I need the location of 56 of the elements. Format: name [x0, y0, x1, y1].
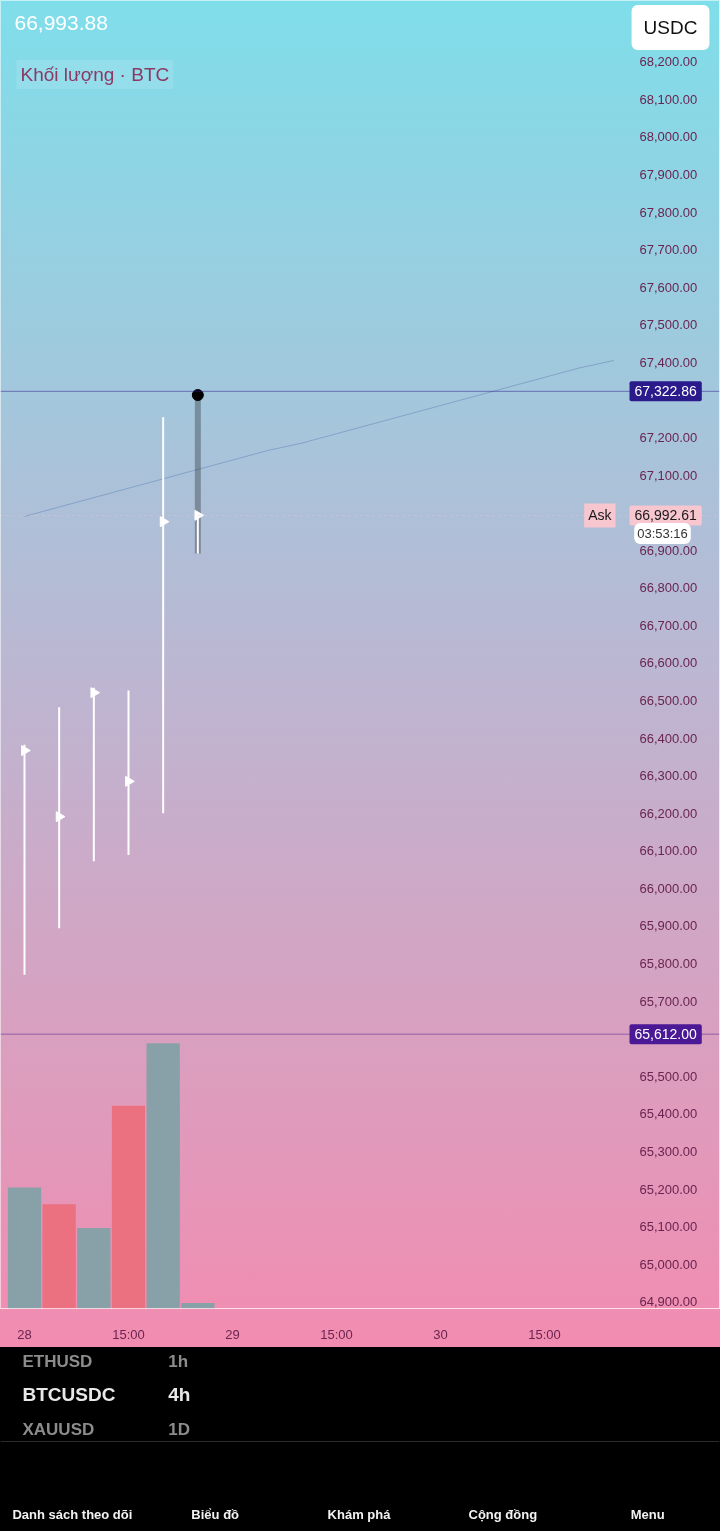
text: 4h	[168, 1384, 191, 1405]
y-tick-label: 65,700.00	[639, 993, 698, 1009]
ref-line-label: 65,612.00	[634, 1026, 697, 1043]
y-tick-label: 65,800.00	[639, 956, 698, 972]
x-tick-label: 15:00	[528, 1326, 561, 1342]
y-tick-label: 65,900.00	[639, 918, 698, 934]
text: Biểu đồ	[191, 1507, 240, 1522]
y-tick-label: 65,100.00	[639, 1219, 698, 1235]
text: Menu	[630, 1507, 665, 1522]
x-tick-label: 30	[433, 1326, 448, 1342]
text: 1D	[168, 1420, 190, 1439]
text: 03:53:16	[637, 526, 688, 541]
y-tick-label: 67,600.00	[639, 279, 698, 295]
y-tick-label: 67,900.00	[639, 166, 698, 182]
y-tick-label: 65,200.00	[639, 1181, 698, 1197]
y-tick-label: 66,400.00	[639, 730, 698, 746]
y-tick-label: 67,500.00	[639, 317, 698, 333]
text: Khám phá	[327, 1507, 392, 1522]
x-tick-label: 29	[225, 1326, 240, 1342]
y-tick-label: 66,900.00	[639, 542, 698, 558]
y-tick-label: 66,000.00	[639, 880, 698, 896]
text: Cộng đồng	[468, 1507, 538, 1522]
x-tick-label: 15:00	[112, 1326, 145, 1342]
y-tick-label: 65,300.00	[639, 1143, 698, 1159]
y-tick-label: 68,000.00	[639, 129, 698, 145]
y-tick-label: 68,200.00	[639, 54, 698, 70]
text: BTCUSDC	[22, 1384, 116, 1405]
y-tick-label: 67,200.00	[639, 430, 698, 445]
y-tick-label: 64,900.00	[639, 1294, 698, 1310]
text: 66,993.88	[14, 10, 108, 34]
ref-line-label: 66,992.61	[634, 507, 697, 524]
x-tick-label: 28	[17, 1326, 32, 1342]
text: XAUUSD	[22, 1420, 95, 1439]
text: ETHUSD	[22, 1352, 93, 1371]
y-tick-label: 66,700.00	[639, 617, 698, 633]
y-tick-label: 66,300.00	[639, 768, 698, 784]
ref-line-label: 67,322.86	[634, 383, 697, 400]
y-tick-label: 67,100.00	[639, 467, 698, 483]
chart-title: Khối lượng · BTC	[20, 64, 170, 85]
y-tick-label: 68,100.00	[639, 91, 698, 107]
x-tick-label: 15:00	[320, 1326, 353, 1342]
y-tick-label: 65,500.00	[639, 1068, 698, 1084]
y-tick-label: 66,500.00	[639, 693, 698, 709]
y-tick-label: 65,000.00	[639, 1256, 698, 1272]
y-tick-label: 67,800.00	[639, 204, 698, 220]
y-tick-label: 66,100.00	[639, 843, 698, 859]
y-tick-label: 66,600.00	[639, 655, 698, 671]
y-tick-label: 67,700.00	[639, 242, 698, 258]
text: Danh sách theo dõi	[12, 1507, 133, 1522]
y-tick-label: 65,400.00	[639, 1106, 698, 1122]
text: 1h	[168, 1352, 189, 1371]
y-tick-label: 67,400.00	[639, 354, 698, 370]
text: USDC	[643, 17, 698, 38]
y-tick-label: 66,200.00	[639, 805, 698, 821]
y-tick-label: 66,800.00	[639, 580, 698, 596]
annotation: Ask	[588, 507, 613, 524]
